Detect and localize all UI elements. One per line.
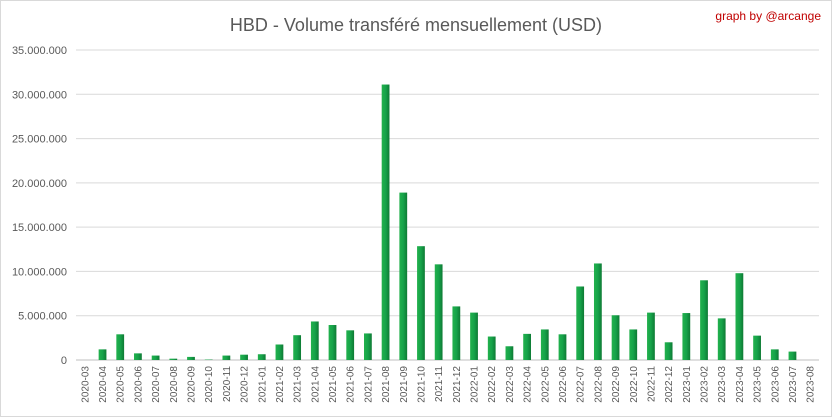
x-tick-label: 2021-02 [275, 366, 286, 403]
x-tick-label: 2021-12 [452, 366, 463, 403]
x-tick-label: 2023-05 [753, 366, 764, 403]
bar-2022-03 [505, 346, 514, 360]
bar-2022-01 [470, 312, 478, 360]
bar-2021-04 [310, 321, 319, 360]
x-tick-label: 2021-10 [416, 366, 427, 403]
y-tick-label: 25.000.000 [12, 134, 67, 146]
bar-2021-05 [328, 325, 337, 360]
x-tick-label: 2021-07 [363, 366, 374, 403]
x-tick-label: 2022-05 [540, 366, 551, 403]
x-tick-label: 2021-11 [434, 366, 445, 402]
x-tick-label: 2023-06 [770, 366, 781, 403]
bar-2021-01 [257, 354, 266, 360]
x-tick-label: 2021-09 [399, 366, 410, 403]
bar-2023-05 [753, 335, 761, 360]
x-tick-label: 2020-08 [169, 366, 180, 403]
bar-2023-07 [788, 351, 797, 360]
x-tick-label: 2022-02 [487, 366, 498, 403]
bar-2022-11 [647, 312, 655, 360]
x-tick-label: 2021-08 [381, 366, 392, 403]
bar-2020-11 [222, 355, 231, 360]
x-tick-label: 2023-08 [806, 366, 817, 403]
bar-2022-10 [629, 329, 638, 360]
bar-2021-06 [346, 330, 355, 360]
bar-2020-12 [240, 354, 248, 360]
bar-2020-04 [98, 349, 107, 360]
x-tick-label: 2021-06 [346, 366, 357, 403]
x-tick-label: 2022-12 [664, 366, 675, 403]
bar-2020-05 [116, 334, 125, 360]
bar-2023-02 [700, 280, 708, 360]
bar-2021-03 [293, 335, 302, 360]
x-tick-label: 2020-06 [133, 366, 144, 403]
x-tick-label: 2022-11 [646, 366, 657, 402]
x-tick-label: 2022-09 [611, 366, 622, 403]
y-tick-label: 5.000.000 [18, 311, 67, 323]
x-tick-label: 2023-07 [788, 366, 799, 403]
bars [98, 84, 797, 360]
grid-lines [76, 49, 819, 361]
bar-2022-09 [611, 315, 620, 360]
bar-2023-01 [682, 313, 691, 360]
y-tick-label: 10.000.000 [12, 266, 67, 278]
bar-2021-11 [434, 264, 443, 360]
y-tick-label: 20.000.000 [12, 178, 67, 190]
x-tick-label: 2020-04 [98, 366, 109, 403]
bar-2022-06 [558, 334, 567, 360]
bar-2021-07 [364, 333, 372, 360]
x-tick-label: 2022-01 [470, 366, 481, 403]
x-tick-label: 2022-07 [576, 366, 587, 403]
x-tick-label: 2023-04 [735, 366, 746, 403]
x-tick-label: 2021-01 [257, 366, 268, 403]
x-tick-label: 2023-02 [700, 366, 711, 403]
bar-2021-12 [452, 306, 461, 360]
bar-2021-10 [417, 246, 425, 360]
x-tick-label: 2021-03 [293, 366, 304, 403]
x-axis-ticks: 2020-03 2020-04 2020-05 2020-06 2020-07 2020-… [80, 366, 816, 403]
chart-title: HBD - Volume transféré mensuellement (US… [230, 15, 602, 35]
x-tick-label: 2020-12 [240, 366, 251, 403]
x-tick-label: 2020-09 [186, 366, 197, 403]
bar-2020-09 [187, 356, 195, 360]
bar-2022-08 [593, 263, 602, 360]
bar-2020-07 [151, 355, 160, 360]
x-tick-label: 2021-05 [328, 366, 339, 403]
x-tick-label: 2022-06 [558, 366, 569, 403]
x-tick-label: 2020-03 [80, 366, 91, 403]
bar-2021-09 [399, 192, 408, 360]
x-tick-label: 2022-08 [593, 366, 604, 403]
x-tick-label: 2022-04 [523, 366, 534, 403]
bar-2022-12 [664, 342, 673, 360]
x-tick-label: 2020-05 [116, 366, 127, 403]
bar-2023-04 [735, 273, 744, 360]
y-tick-label: 30.000.000 [12, 89, 67, 101]
x-tick-label: 2020-11 [222, 366, 233, 402]
bar-2022-04 [523, 333, 531, 360]
bar-2022-05 [540, 329, 549, 360]
bar-2023-03 [717, 318, 726, 360]
bar-2020-08 [169, 358, 178, 360]
bar-2022-02 [487, 336, 496, 360]
bar-2021-02 [275, 344, 284, 360]
bar-2020-06 [134, 353, 142, 360]
x-tick-label: 2023-03 [717, 366, 728, 403]
bar-2022-07 [576, 286, 585, 360]
chart-credit: graph by @arcange [715, 9, 821, 23]
x-tick-label: 2022-03 [505, 366, 516, 403]
bar-2023-06 [770, 349, 779, 360]
y-axis-ticks: 0 5.000.000 10.000.000 15.000.000 20.000.000… [12, 45, 67, 367]
y-tick-label: 0 [61, 355, 67, 367]
y-tick-label: 35.000.000 [12, 45, 67, 57]
x-tick-label: 2020-07 [151, 366, 162, 403]
x-tick-label: 2020-10 [204, 366, 215, 403]
bar-2021-08 [381, 84, 390, 360]
x-tick-label: 2022-10 [629, 366, 640, 403]
x-tick-label: 2023-01 [682, 366, 693, 403]
y-tick-label: 15.000.000 [12, 222, 67, 234]
x-tick-label: 2021-04 [310, 366, 321, 403]
